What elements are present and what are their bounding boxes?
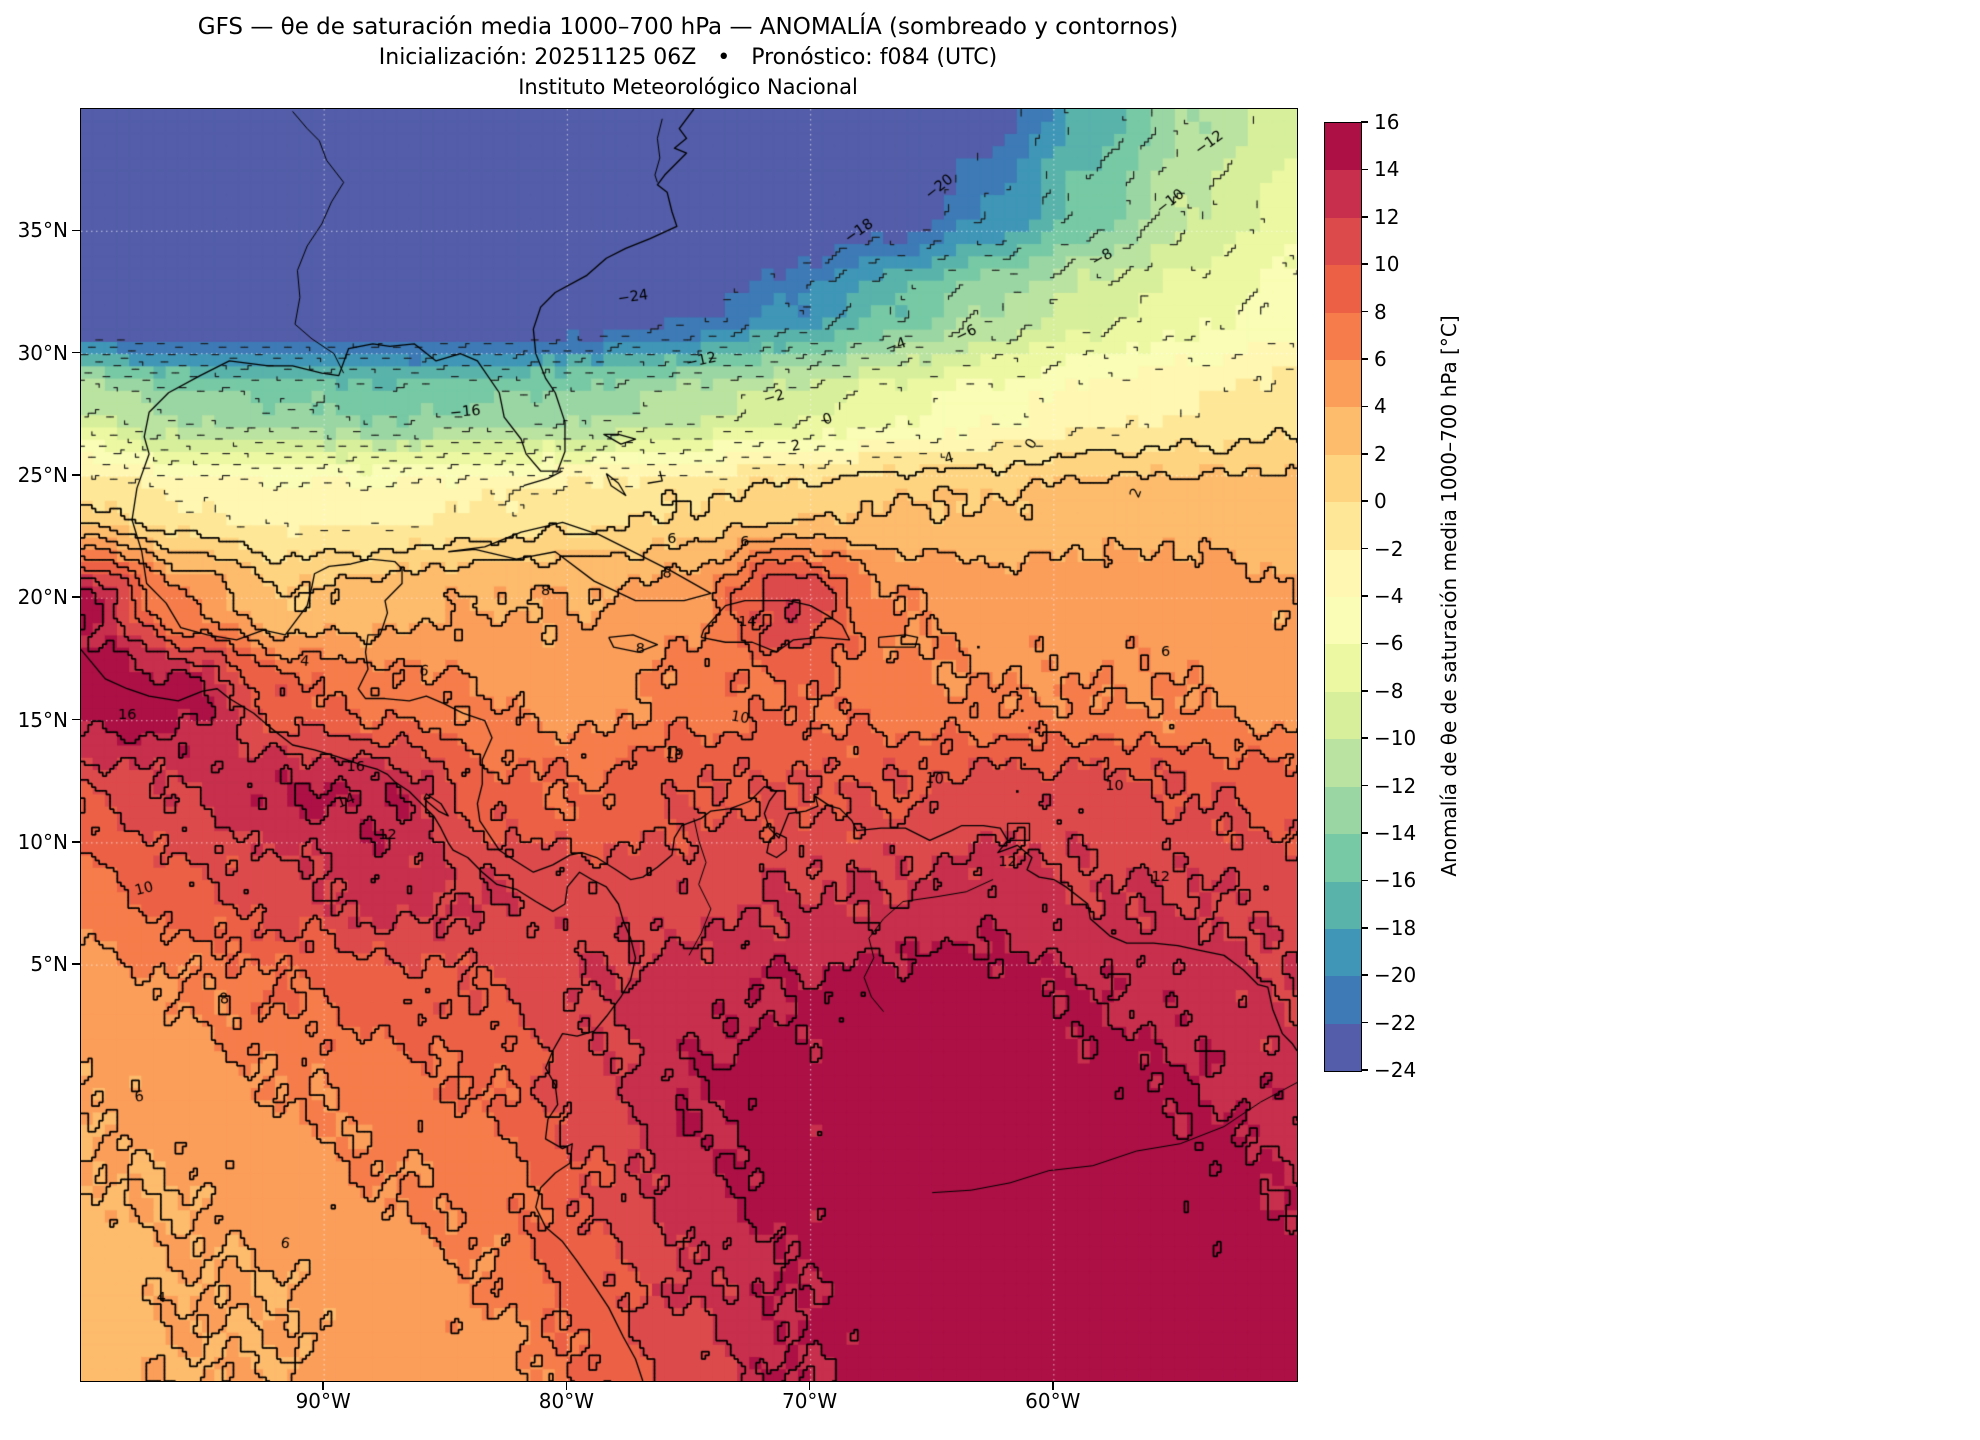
- colorbar-tick-label: −22: [1374, 1010, 1417, 1035]
- y-axis-tick-mark: [72, 963, 80, 965]
- y-axis-tick-label: 20°N: [17, 585, 68, 610]
- colorbar-tick-label: −18: [1374, 915, 1417, 940]
- x-axis-tick-label: 80°W: [538, 1389, 595, 1413]
- x-axis-tick-label: 60°W: [1025, 1389, 1081, 1413]
- colorbar-tick-mark: [1361, 121, 1368, 123]
- colorbar-tick-mark: [1361, 832, 1368, 834]
- x-axis-tick-mark: [1052, 1381, 1054, 1390]
- colorbar-band: [1325, 265, 1361, 313]
- colorbar-band: [1325, 834, 1361, 882]
- colorbar-band: [1325, 597, 1361, 645]
- y-axis-tick-label: 15°N: [17, 707, 68, 732]
- colorbar-band: [1325, 881, 1361, 929]
- x-axis-tick-label: 70°W: [781, 1389, 838, 1413]
- chart-institution: Instituto Meteorológico Nacional: [518, 75, 858, 99]
- colorbar-tick-label: 16: [1374, 110, 1400, 134]
- colorbar-tick-label: −8: [1374, 678, 1404, 703]
- y-axis-tick-mark: [72, 351, 80, 354]
- colorbar-band: [1325, 691, 1361, 740]
- colorbar-tick-mark: [1361, 974, 1368, 976]
- colorbar-tick-label: −10: [1374, 726, 1417, 751]
- colorbar-tick-mark: [1361, 405, 1368, 408]
- y-axis-tick-label: 5°N: [30, 952, 68, 977]
- colorbar-band: [1325, 217, 1361, 266]
- colorbar-band: [1325, 170, 1361, 218]
- colorbar-tick-label: 6: [1374, 347, 1387, 371]
- colorbar-band: [1325, 123, 1361, 171]
- colorbar-tick-label: −14: [1374, 821, 1417, 845]
- colorbar-tick-mark: [1361, 784, 1368, 787]
- colorbar-band: [1325, 928, 1361, 977]
- colorbar-tick-label: 2: [1374, 441, 1387, 466]
- colorbar-tick-mark: [1361, 595, 1368, 597]
- colorbar-tick-mark: [1361, 263, 1368, 265]
- colorbar-tick-label: −12: [1374, 773, 1417, 798]
- y-axis-tick-label: 35°N: [17, 218, 68, 243]
- map-plot-area: [80, 108, 1298, 1382]
- colorbar-tick-label: 10: [1374, 252, 1400, 277]
- colorbar-tick-label: −16: [1374, 868, 1417, 893]
- colorbar-tick-label: −6: [1374, 631, 1404, 656]
- colorbar-tick-label: 0: [1374, 489, 1387, 514]
- x-axis-tick-mark: [322, 1381, 324, 1390]
- y-axis-tick-mark: [72, 718, 80, 721]
- colorbar-tick-label: −4: [1374, 584, 1404, 608]
- colorbar-tick-mark: [1361, 737, 1368, 739]
- colorbar-tick-mark: [1361, 1069, 1368, 1071]
- colorbar-tick-mark: [1361, 168, 1368, 171]
- colorbar-tick-label: −2: [1374, 536, 1404, 561]
- colorbar-tick-mark: [1361, 500, 1368, 502]
- y-axis-tick-label: 25°N: [17, 462, 68, 487]
- colorbar-band: [1325, 786, 1361, 835]
- colorbar-band: [1325, 312, 1361, 361]
- colorbar-band: [1325, 1023, 1361, 1072]
- y-axis-tick-label: 30°N: [17, 340, 68, 365]
- colorbar-tick-mark: [1361, 642, 1368, 645]
- colorbar-tick-mark: [1361, 879, 1368, 882]
- x-axis-tick-label: 90°W: [295, 1389, 351, 1413]
- colorbar-tick-mark: [1361, 358, 1368, 360]
- colorbar-tick-mark: [1361, 310, 1368, 313]
- colorbar-tick-mark: [1361, 453, 1368, 455]
- colorbar-tick-label: 14: [1374, 157, 1400, 182]
- colorbar-band: [1325, 739, 1361, 787]
- colorbar-band: [1325, 407, 1361, 455]
- colorbar-tick-mark: [1361, 690, 1368, 692]
- colorbar-band: [1325, 976, 1361, 1024]
- y-axis-tick-mark: [72, 474, 80, 476]
- y-axis-tick-label: 10°N: [17, 829, 68, 854]
- map-canvas: [81, 109, 1297, 1381]
- colorbar-label: Anomalía de θe de saturación media 1000–…: [1437, 315, 1461, 877]
- colorbar-tick-label: 4: [1374, 394, 1387, 419]
- colorbar-band: [1325, 360, 1361, 408]
- x-axis-tick-mark: [808, 1381, 811, 1390]
- title-block: GFS — θe de saturación media 1000–700 hP…: [80, 12, 1296, 102]
- colorbar-band: [1325, 502, 1361, 550]
- colorbar-tick-mark: [1361, 927, 1368, 929]
- colorbar-tick-mark: [1361, 547, 1368, 550]
- colorbar-tick-label: −24: [1374, 1058, 1417, 1082]
- x-axis-tick-mark: [565, 1381, 568, 1390]
- chart-title: GFS — θe de saturación media 1000–700 hP…: [197, 14, 1179, 40]
- colorbar: [1324, 122, 1362, 1072]
- colorbar-tick-label: −20: [1374, 963, 1417, 988]
- colorbar-tick-mark: [1361, 216, 1368, 218]
- colorbar-band: [1325, 454, 1361, 503]
- colorbar-band: [1325, 549, 1361, 598]
- chart-subtitle-init-forecast: Inicialización: 20251125 06Z • Pronóstic…: [378, 45, 998, 70]
- y-axis-tick-mark: [72, 229, 80, 232]
- colorbar-tick-mark: [1361, 1021, 1368, 1024]
- y-axis-tick-mark: [72, 841, 80, 843]
- colorbar-tick-label: 8: [1374, 299, 1387, 324]
- y-axis-tick-mark: [72, 596, 80, 599]
- colorbar-band: [1325, 644, 1361, 692]
- colorbar-tick-label: 12: [1374, 204, 1400, 229]
